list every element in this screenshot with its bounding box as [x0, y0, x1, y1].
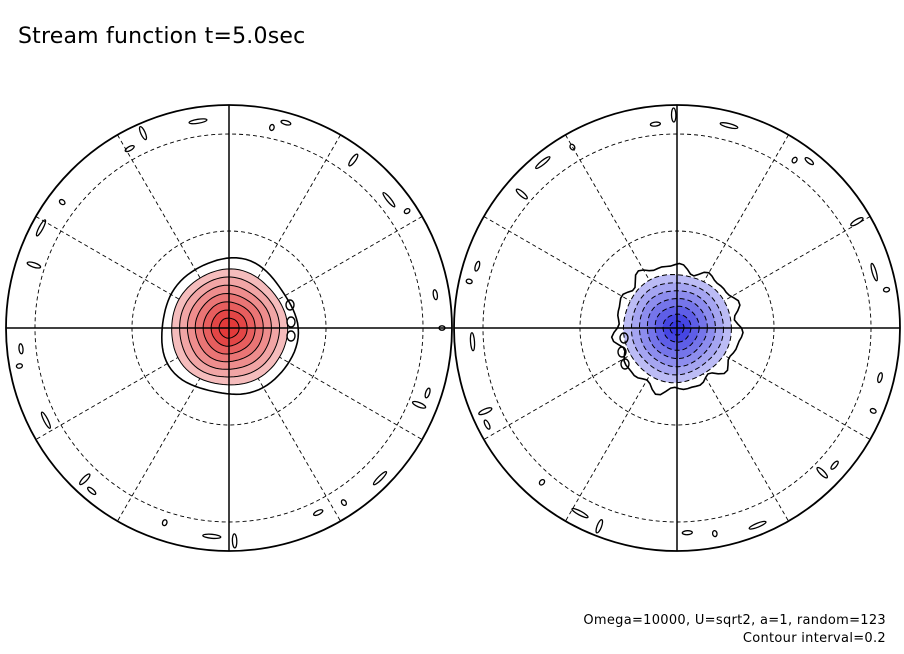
rim-contour [35, 219, 47, 237]
rim-contour [538, 478, 546, 486]
rim-contour [483, 419, 491, 430]
rim-contour [670, 107, 677, 123]
plot-area [465, 107, 891, 538]
rim-contour [87, 486, 97, 496]
rim-contour [711, 529, 718, 538]
contour-loop [620, 358, 630, 370]
meridian-line [565, 134, 789, 522]
rim-contour [791, 156, 798, 164]
rim-contour [269, 123, 275, 132]
rim-contour [869, 407, 877, 414]
rim-contour [26, 261, 42, 269]
contour-loop [617, 346, 627, 358]
rim-contour [348, 153, 359, 167]
rim-contour [804, 156, 815, 166]
rim-contour [161, 519, 168, 527]
boundary-circle [5, 104, 453, 552]
rim-contour [15, 363, 24, 369]
rim-contour [474, 260, 481, 272]
meridian-line [117, 134, 341, 522]
south-panel [453, 104, 901, 552]
contour-interval-label: Contour interval=0.2 [742, 631, 886, 646]
rim-contour [40, 411, 52, 429]
rim-contour [465, 278, 473, 285]
rim-contour [830, 460, 839, 470]
meridian-line [35, 216, 423, 440]
rim-contour [411, 400, 427, 409]
rim-contour [312, 509, 324, 517]
rim-contour [124, 144, 135, 153]
plot-area [15, 118, 446, 549]
rim-contour [79, 473, 91, 486]
rim-contour [877, 372, 883, 384]
chart-title: Stream function t=5.0sec [18, 24, 306, 49]
contour-loop [619, 332, 629, 344]
rim-contour [432, 289, 439, 301]
rim-contour [850, 216, 864, 227]
rim-contour [403, 207, 411, 215]
rim-contour [424, 387, 431, 399]
rim-contour [469, 332, 476, 352]
rim-contour [681, 530, 693, 536]
rim-contour [882, 286, 891, 293]
rim-contour [382, 191, 396, 208]
rim-contour [372, 471, 388, 486]
contour-loop [286, 316, 296, 328]
rim-contour [649, 121, 662, 127]
meridian-line [483, 216, 871, 440]
rim-contour [569, 143, 576, 151]
rim-contour [478, 407, 493, 416]
rim-contour [816, 466, 829, 479]
contour-loop [286, 330, 296, 342]
rim-contour [571, 507, 589, 519]
north-panel [5, 104, 453, 552]
meridian-line [35, 216, 423, 440]
rim-contour [58, 198, 66, 206]
rim-contour [280, 119, 292, 126]
rim-contour [202, 533, 222, 540]
rim-contour [515, 188, 528, 200]
meridian-line [483, 216, 871, 440]
boundary-circle [453, 104, 901, 552]
meridian-line [117, 134, 341, 522]
rim-contour [188, 118, 208, 125]
rim-contour [748, 520, 767, 530]
parameters-label: Omega=10000, U=sqrt2, a=1, random=123 [583, 613, 886, 628]
rim-contour [870, 262, 878, 282]
rim-contour [535, 156, 551, 170]
rim-contour [18, 343, 24, 355]
rim-contour [595, 519, 604, 534]
meridian-line [565, 134, 789, 522]
rim-contour [340, 499, 348, 507]
rim-contour [231, 533, 238, 549]
rim-contour [719, 122, 739, 130]
rim-contour [138, 125, 148, 141]
contour-loop [285, 299, 295, 311]
